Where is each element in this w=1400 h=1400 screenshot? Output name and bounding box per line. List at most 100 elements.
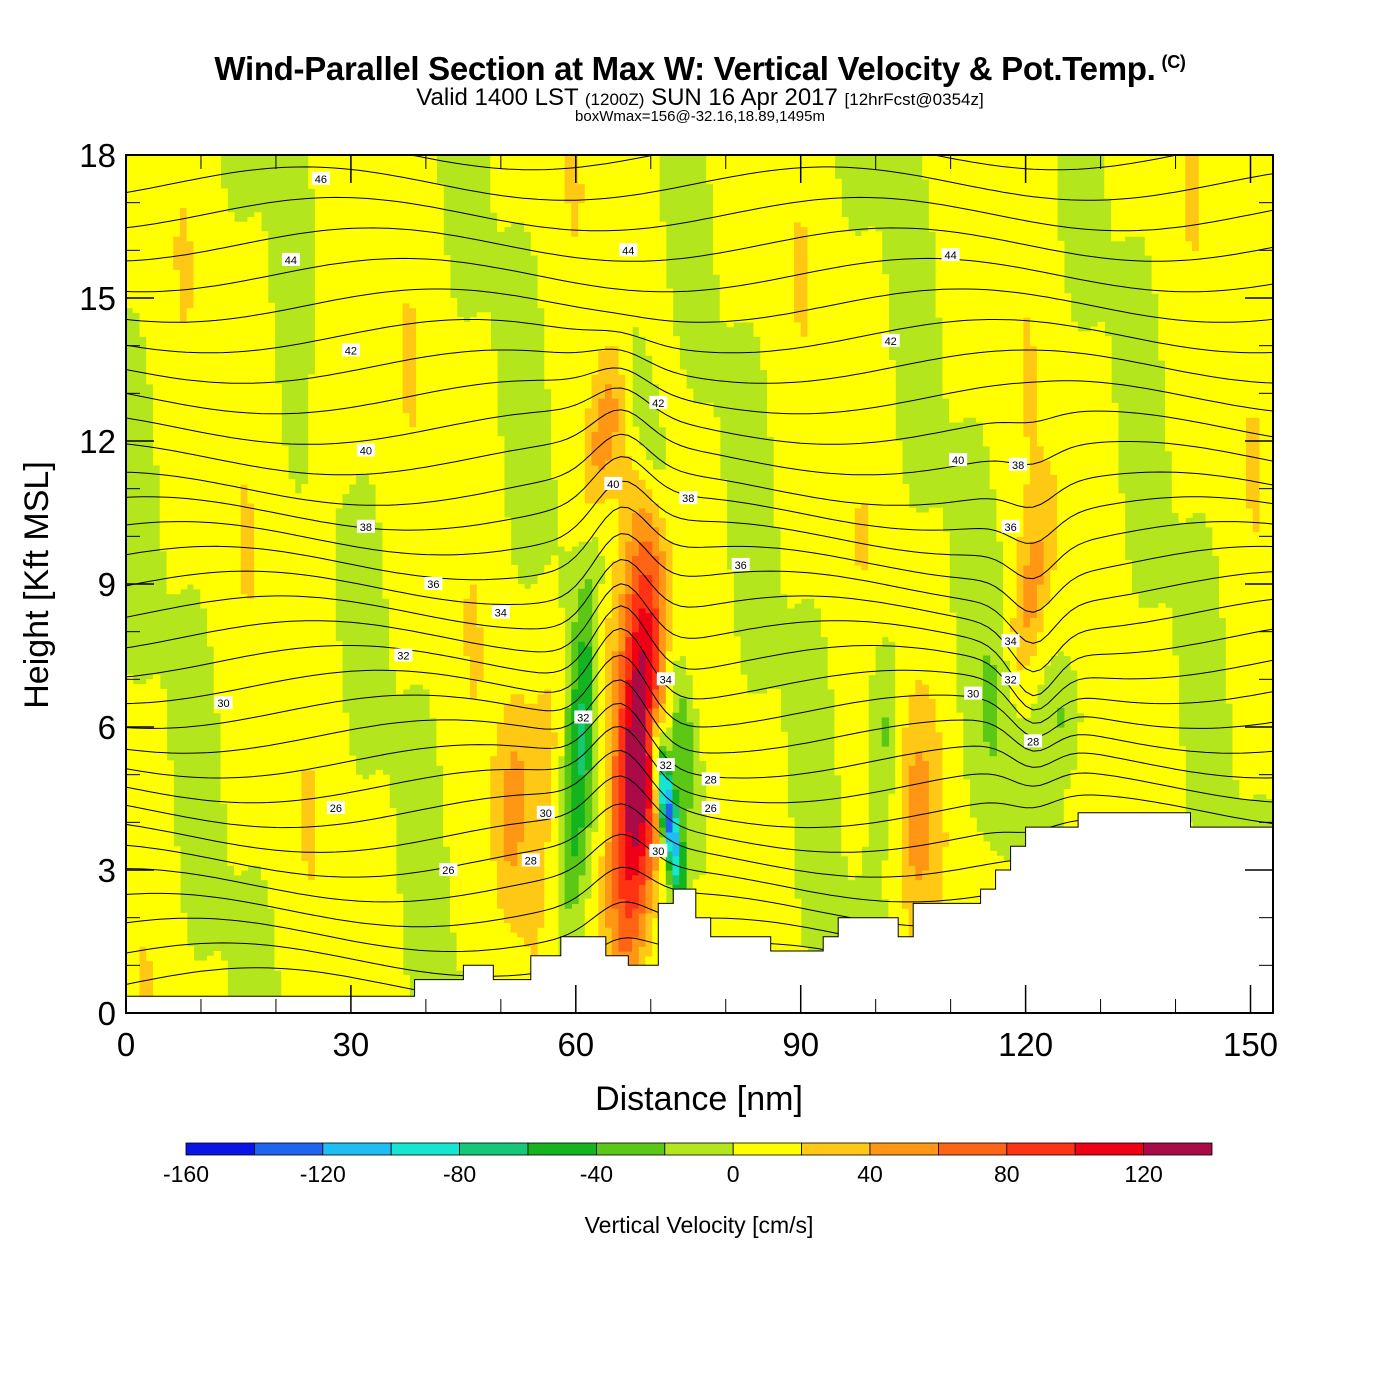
velocity-cell xyxy=(240,455,249,461)
velocity-cell xyxy=(180,407,188,413)
velocity-cell xyxy=(321,317,330,323)
velocity-cell xyxy=(287,903,296,909)
velocity-cell xyxy=(328,340,336,347)
velocity-cell xyxy=(213,264,222,270)
velocity-cell xyxy=(132,707,141,714)
velocity-cell xyxy=(227,812,235,819)
velocity-cell xyxy=(166,259,174,266)
velocity-cell xyxy=(328,445,336,452)
velocity-cell xyxy=(274,951,282,957)
velocity-cell xyxy=(153,941,161,947)
velocity-cell xyxy=(294,588,303,595)
velocity-cell xyxy=(193,960,201,966)
velocity-cell xyxy=(355,827,363,833)
velocity-cell xyxy=(247,426,255,433)
velocity-cell xyxy=(139,870,147,876)
velocity-cell xyxy=(321,202,330,209)
velocity-cell xyxy=(220,312,228,318)
velocity-cell xyxy=(301,779,309,785)
velocity-cell xyxy=(294,636,303,642)
velocity-cell xyxy=(207,302,215,309)
velocity-cell xyxy=(146,707,154,714)
velocity-cell xyxy=(146,231,154,237)
velocity-cell xyxy=(274,889,282,895)
velocity-cell xyxy=(173,379,181,385)
velocity-cell xyxy=(294,893,303,900)
velocity-cell xyxy=(146,817,154,823)
velocity-cell xyxy=(328,936,336,943)
velocity-cell xyxy=(301,531,309,537)
velocity-cell xyxy=(274,545,282,552)
velocity-cell xyxy=(368,426,377,433)
velocity-cell xyxy=(260,684,269,690)
velocity-cell xyxy=(328,951,336,957)
velocity-cell xyxy=(287,669,296,676)
velocity-cell xyxy=(159,793,168,800)
velocity-cell xyxy=(267,469,276,475)
velocity-cell xyxy=(159,417,168,423)
velocity-cell xyxy=(153,412,161,418)
velocity-cell xyxy=(328,479,336,485)
velocity-cell xyxy=(260,474,269,480)
velocity-cell xyxy=(355,793,363,800)
velocity-cell xyxy=(348,393,357,399)
velocity-cell xyxy=(234,622,242,628)
velocity-cell xyxy=(301,846,309,852)
velocity-cell xyxy=(240,498,249,504)
velocity-cell xyxy=(159,812,168,819)
velocity-cell xyxy=(362,221,370,228)
velocity-cell xyxy=(355,831,363,838)
velocity-cell xyxy=(281,574,289,580)
velocity-cell xyxy=(220,226,228,232)
velocity-cell xyxy=(335,431,343,437)
velocity-cell xyxy=(362,188,370,194)
velocity-cell xyxy=(207,259,215,266)
velocity-cell xyxy=(139,307,147,313)
velocity-cell xyxy=(240,264,249,270)
velocity-cell xyxy=(341,236,350,242)
velocity-cell xyxy=(139,951,147,957)
velocity-cell xyxy=(267,412,276,418)
velocity-cell xyxy=(200,197,208,204)
velocity-cell xyxy=(308,722,316,728)
velocity-cell xyxy=(368,331,377,337)
velocity-cell xyxy=(240,274,249,280)
velocity-cell xyxy=(341,850,350,857)
velocity-cell xyxy=(294,970,303,976)
velocity-cell xyxy=(247,379,255,385)
velocity-cell xyxy=(287,507,296,514)
velocity-cell xyxy=(308,879,316,885)
velocity-cell xyxy=(227,560,235,566)
velocity-cell xyxy=(146,989,154,995)
velocity-cell xyxy=(200,965,208,971)
velocity-cell xyxy=(173,188,181,194)
velocity-cell xyxy=(247,765,255,771)
velocity-cell xyxy=(301,636,309,642)
velocity-cell xyxy=(132,898,141,904)
velocity-cell xyxy=(234,317,242,323)
velocity-cell xyxy=(348,450,357,456)
velocity-cell xyxy=(159,360,168,366)
velocity-cell xyxy=(247,274,255,280)
velocity-cell xyxy=(193,331,201,337)
velocity-cell xyxy=(301,626,309,633)
velocity-cell xyxy=(328,550,336,556)
velocity-cell xyxy=(281,541,289,547)
velocity-cell xyxy=(166,417,174,423)
velocity-cell xyxy=(213,369,222,375)
velocity-cell xyxy=(335,421,343,428)
velocity-cell xyxy=(368,302,377,309)
velocity-cell xyxy=(294,750,303,757)
velocity-cell xyxy=(368,884,377,890)
velocity-cell xyxy=(254,822,262,828)
velocity-cell xyxy=(146,898,154,904)
velocity-cell xyxy=(173,893,181,900)
velocity-cell xyxy=(355,360,363,366)
velocity-cell xyxy=(328,684,336,690)
velocity-cell xyxy=(321,755,330,761)
velocity-cell xyxy=(294,564,303,571)
velocity-cell xyxy=(375,917,383,924)
velocity-cell xyxy=(227,240,235,247)
velocity-cell xyxy=(362,936,370,943)
velocity-cell xyxy=(207,178,215,185)
